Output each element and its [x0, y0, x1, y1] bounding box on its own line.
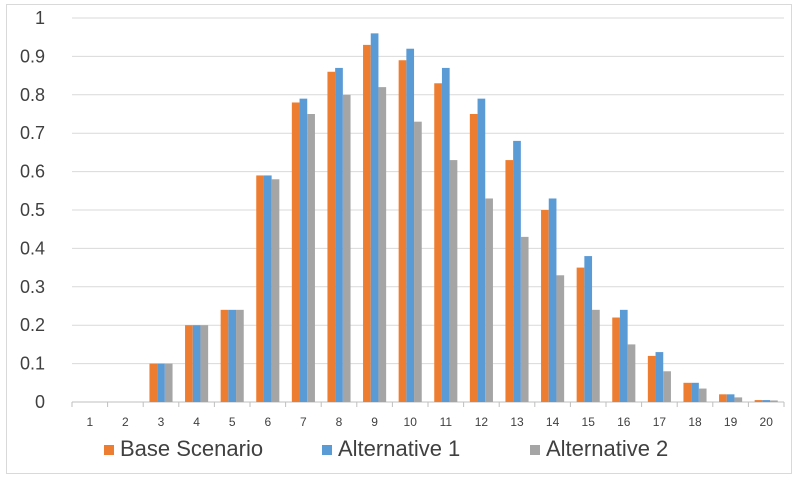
bar-base-scenario — [469, 114, 478, 402]
bar-alternative-1 — [370, 33, 379, 403]
bar-alternative-1 — [406, 48, 415, 402]
bar-alternative-1 — [619, 309, 628, 402]
bar-base-scenario — [327, 71, 336, 402]
x-tick-label: 19 — [724, 415, 738, 429]
legend-label: Alternative 1 — [338, 436, 460, 461]
bar-alternative-1 — [584, 256, 593, 402]
bar-alternative-1 — [157, 363, 165, 402]
bar-alternative-2 — [770, 400, 778, 402]
x-tick-label: 12 — [475, 415, 489, 429]
legend-label: Base Scenario — [120, 436, 263, 461]
bar-alternative-2 — [485, 198, 493, 402]
bar-alternative-1 — [299, 98, 308, 402]
bar-base-scenario — [434, 83, 442, 402]
legend-swatch-base-scenario — [104, 445, 114, 455]
bar-alternative-2 — [342, 94, 351, 403]
x-tick-label: 2 — [122, 415, 129, 429]
x-tick-label: 11 — [440, 415, 453, 429]
bar-alternative-2 — [200, 325, 209, 402]
legend-swatch-alternative-1 — [322, 445, 332, 455]
legend-label: Alternative 2 — [546, 436, 668, 461]
bar-base-scenario — [185, 325, 193, 402]
bar-base-scenario — [754, 400, 763, 402]
y-tick-label: 0.4 — [20, 238, 45, 258]
x-tick-label: 10 — [404, 415, 418, 429]
bar-base-scenario — [541, 210, 549, 402]
bar-alternative-2 — [236, 309, 244, 402]
bar-alternative-1 — [691, 382, 699, 402]
y-tick-label: 0 — [35, 392, 45, 412]
bar-alternative-1 — [192, 325, 201, 402]
x-tick-label: 3 — [158, 415, 165, 429]
bar-alternative-2 — [627, 344, 636, 402]
bar-alternative-1 — [335, 67, 343, 403]
x-tick-label: 16 — [617, 415, 631, 429]
bar-alternative-2 — [663, 371, 671, 402]
bar-alternative-2 — [378, 87, 387, 403]
bar-alternative-1 — [263, 175, 272, 402]
bar-alternative-2 — [164, 363, 173, 402]
x-tick-label: 18 — [688, 415, 702, 429]
bar-alternative-2 — [414, 121, 422, 403]
x-tick-label: 17 — [653, 415, 667, 429]
bar-alternative-2 — [734, 397, 743, 402]
x-tick-label: 5 — [229, 415, 236, 429]
bar-base-scenario — [505, 160, 514, 402]
y-tick-label: 0.6 — [20, 162, 45, 182]
bar-alternative-2 — [449, 160, 458, 402]
bar-base-scenario — [363, 44, 371, 402]
y-tick-label: 0.1 — [20, 354, 45, 374]
bar-alternative-2 — [698, 388, 707, 402]
bar-alternative-2 — [271, 179, 280, 402]
bar-base-scenario — [576, 267, 585, 402]
bar-alternative-2 — [307, 114, 315, 402]
bar-alternative-1 — [726, 394, 735, 402]
bar-base-scenario — [647, 355, 656, 402]
bar-alternative-1 — [228, 309, 237, 402]
legend-swatch-alternative-2 — [530, 445, 540, 455]
bar-base-scenario — [398, 60, 407, 403]
bar-alternative-1 — [655, 352, 664, 402]
x-tick-label: 20 — [760, 415, 774, 429]
bar-base-scenario — [291, 102, 300, 402]
y-tick-label: 0.3 — [20, 277, 45, 297]
x-tick-label: 13 — [510, 415, 524, 429]
bar-alternative-2 — [556, 275, 565, 402]
y-tick-label: 0.8 — [20, 85, 45, 105]
x-tick-label: 9 — [371, 415, 378, 429]
bar-alternative-1 — [441, 67, 450, 403]
y-tick-label: 0.5 — [20, 200, 45, 220]
bar-alternative-1 — [762, 400, 771, 402]
bar-base-scenario — [683, 382, 692, 402]
y-tick-label: 0.7 — [20, 123, 45, 143]
bar-base-scenario — [612, 317, 620, 402]
bar-base-scenario — [220, 309, 229, 402]
bar-base-scenario — [149, 363, 158, 402]
x-tick-label: 6 — [264, 415, 271, 429]
bar-alternative-1 — [513, 140, 521, 402]
y-tick-label: 1 — [35, 8, 45, 28]
bar-alternative-2 — [592, 309, 600, 402]
x-tick-label: 4 — [193, 415, 200, 429]
x-tick-label: 15 — [582, 415, 596, 429]
bar-alternative-1 — [548, 198, 557, 402]
x-tick-label: 1 — [86, 415, 93, 429]
bar-alternative-2 — [520, 236, 529, 402]
x-tick-label: 7 — [300, 415, 307, 429]
y-tick-label: 0.9 — [20, 46, 45, 66]
bar-base-scenario — [256, 175, 264, 402]
bar-base-scenario — [719, 394, 727, 402]
x-tick-label: 8 — [336, 415, 343, 429]
bar-alternative-1 — [477, 98, 486, 402]
x-tick-label: 14 — [546, 415, 560, 429]
y-tick-label: 0.2 — [20, 315, 45, 335]
